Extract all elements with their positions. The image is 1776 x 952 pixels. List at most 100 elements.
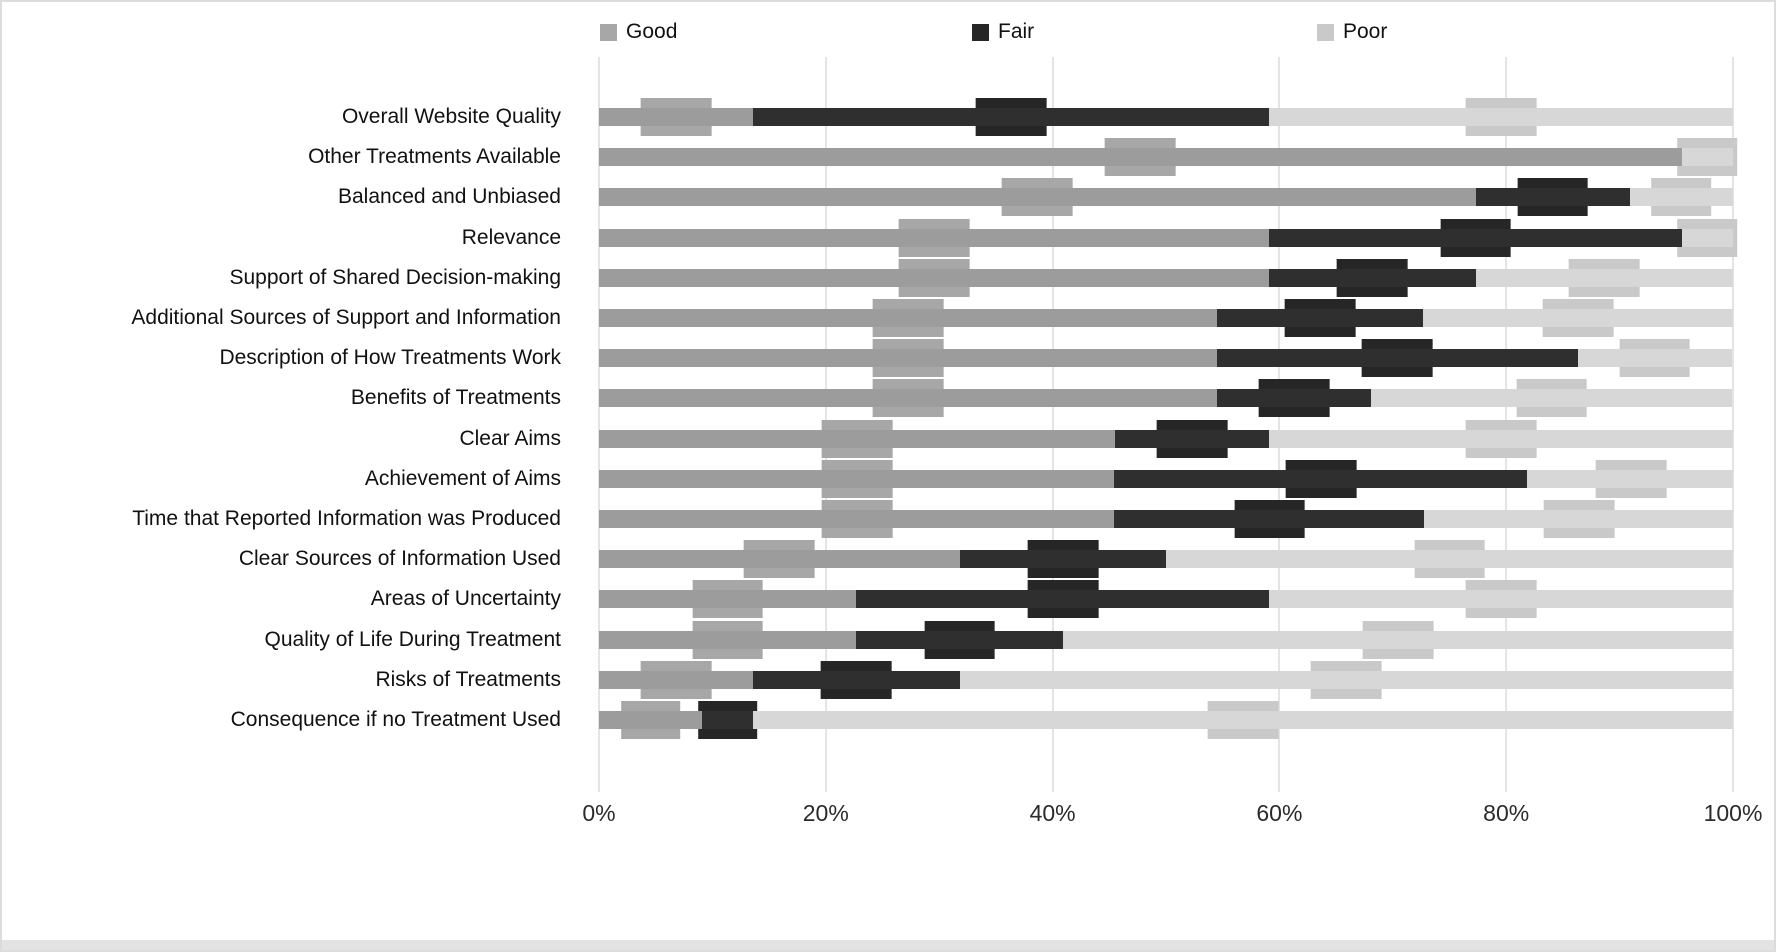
bar-row [599, 268, 1733, 287]
bar-segment-fair [1217, 349, 1578, 368]
bar-segment-poor [1371, 389, 1732, 408]
bar-segment-poor [1269, 429, 1733, 448]
gridline [598, 57, 600, 792]
bar-segment-fair [856, 590, 1270, 609]
category-label: Quality of Life During Treatment [264, 627, 561, 651]
legend-label-fair: Fair [998, 20, 1035, 43]
category-label: Other Treatments Available [308, 145, 561, 169]
category-label: Time that Reported Information was Produ… [132, 507, 561, 530]
bar-segment-fair [1269, 268, 1476, 287]
gridline [1732, 57, 1734, 792]
bar-segment-fair [1475, 188, 1630, 207]
bar-segment-fair [1114, 510, 1424, 528]
bar-segment-good [599, 389, 1218, 408]
bar-row [599, 349, 1733, 368]
bar-row [599, 670, 1733, 689]
bar-segment-good [599, 349, 1218, 368]
good-swatch-icon [600, 23, 617, 41]
category-label: Overall Website Quality [341, 105, 561, 128]
bar-segment-poor [1475, 268, 1733, 287]
bar-segment-fair [1217, 309, 1424, 327]
bar-segment-fair [1217, 389, 1372, 408]
category-label: Consequence if no Treatment Used [230, 708, 561, 731]
bar-segment-poor [1577, 349, 1732, 368]
bar-segment-good [599, 429, 1115, 448]
poor-swatch-icon [1317, 23, 1334, 41]
bar-segment-good [599, 148, 1682, 167]
bar-row [599, 309, 1733, 327]
x-axis-tick: 80% [1483, 800, 1530, 826]
x-axis-tick: 0% [582, 800, 616, 826]
bar-segment-poor [959, 670, 1733, 689]
legend-item-good: Good [600, 18, 677, 46]
legend-item-fair: Fair [972, 18, 1034, 46]
bar-segment-good [599, 550, 960, 569]
bar-segment-good [599, 670, 754, 689]
bar-segment-poor [1269, 590, 1733, 609]
bar-segment-poor [1269, 108, 1733, 126]
gridline [1278, 57, 1281, 792]
bar-segment-poor [1423, 309, 1733, 327]
bar-segment-good [599, 590, 857, 609]
bar-segment-fair [959, 550, 1166, 569]
bar-segment-good [599, 510, 1115, 528]
bar-segment-fair [702, 711, 754, 729]
x-axis-tick: 60% [1256, 800, 1303, 826]
legend-item-poor: Poor [1317, 18, 1387, 46]
bar-segment-fair [753, 670, 960, 689]
bar-row [599, 469, 1733, 488]
x-axis-tick: 20% [802, 800, 849, 826]
bar-segment-fair [856, 630, 1063, 649]
bar-row [599, 188, 1733, 207]
bar-segment-poor [1526, 469, 1733, 488]
figure-bottom-border [2, 940, 1774, 950]
bar-segment-good [599, 108, 754, 126]
bar-segment-fair [1114, 469, 1527, 488]
bar-row [599, 389, 1733, 408]
bar-segment-fair [1114, 429, 1270, 448]
bar-row [599, 429, 1733, 448]
category-label: Balanced and Unbiased [337, 185, 561, 209]
bar-row [599, 510, 1733, 528]
bar-segment-good [599, 711, 703, 729]
bar-segment-good [599, 188, 1476, 207]
x-axis-tick: 100% [1703, 800, 1763, 826]
category-label: Risks of Treatments [375, 667, 561, 691]
category-label: Support of Shared Decision-making [229, 265, 561, 289]
legend-label-poor: Poor [1343, 20, 1388, 43]
bar-segment-good [599, 469, 1115, 488]
bar-row [599, 228, 1733, 247]
bar-segment-poor [1062, 630, 1733, 649]
bar-row [599, 711, 1733, 729]
category-label: Achievement of Aims [364, 466, 561, 490]
bar-segment-good [599, 630, 857, 649]
gridline [1051, 57, 1054, 792]
bar-segment-fair [1269, 228, 1682, 247]
bar-segment-good [599, 228, 1270, 247]
fair-swatch-icon [972, 23, 989, 41]
category-label: Additional Sources of Support and Inform… [131, 306, 561, 329]
category-label: Areas of Uncertainty [370, 587, 561, 611]
bar-segment-poor [1165, 550, 1733, 569]
bar-row [599, 550, 1733, 569]
bar-segment-good [599, 268, 1270, 287]
bar-row [599, 630, 1733, 649]
bar-row [599, 108, 1733, 126]
bar-row [599, 590, 1733, 609]
category-label: Description of How Treatments Work [219, 346, 561, 370]
category-label: Benefits of Treatments [350, 386, 561, 410]
category-label: Relevance [461, 225, 561, 249]
bar-row [599, 148, 1733, 167]
bar-segment-poor [1629, 188, 1733, 207]
category-label: Clear Aims [459, 426, 561, 450]
bar-segment-poor [1423, 510, 1733, 528]
legend-label-good: Good [626, 20, 678, 43]
bar-segment-poor [1681, 228, 1733, 247]
bar-segment-good [599, 309, 1218, 327]
bar-segment-poor [1681, 148, 1733, 167]
category-label: Clear Sources of Information Used [238, 547, 561, 571]
x-axis-tick: 40% [1029, 800, 1076, 826]
bar-segment-fair [753, 108, 1270, 126]
bar-segment-poor [753, 711, 1733, 729]
